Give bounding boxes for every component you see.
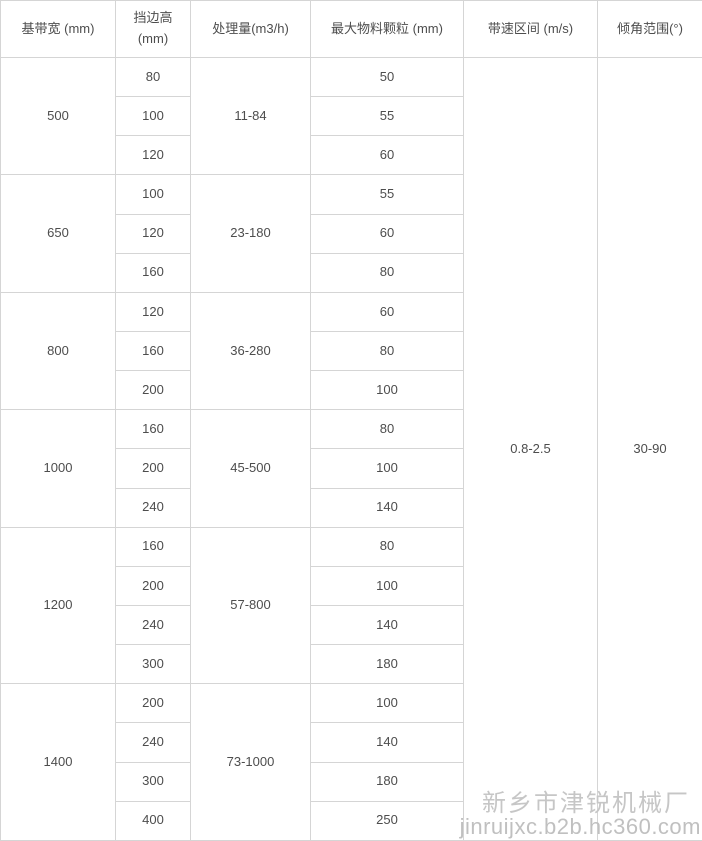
particle-cell: 100 bbox=[310, 683, 464, 724]
header-edge-height: 挡边高 (mm) bbox=[115, 0, 191, 58]
edge-height-cell: 100 bbox=[115, 96, 191, 137]
particle-cell: 60 bbox=[310, 135, 464, 176]
particle-cell: 140 bbox=[310, 487, 464, 528]
belt-width-cell: 650 bbox=[0, 174, 116, 293]
belt-width-cell: 1400 bbox=[0, 683, 116, 841]
table-row: 240 140 bbox=[1, 604, 702, 646]
particle-cell: 80 bbox=[310, 526, 464, 567]
table-row: 500 80 11-84 50 0.8-2.5 30-90 bbox=[0, 56, 702, 841]
edge-height-cell: 160 bbox=[115, 252, 191, 293]
particle-cell: 180 bbox=[310, 761, 464, 802]
header-belt-width: 基带宽 (mm) bbox=[0, 0, 116, 58]
particle-cell: 100 bbox=[310, 565, 464, 606]
table-row: 200 100 bbox=[1, 370, 702, 411]
edge-height-cell: 200 bbox=[115, 683, 191, 724]
edge-height-cell: 160 bbox=[115, 409, 191, 450]
header-max-particle: 最大物料颗粒 (mm) bbox=[310, 0, 464, 58]
edge-height-cell: 160 bbox=[115, 526, 191, 567]
edge-height-cell: 200 bbox=[115, 448, 191, 489]
edge-height-cell: 300 bbox=[115, 644, 191, 685]
table-row: 200 100 bbox=[1, 565, 702, 606]
belt-width-cell: 1000 bbox=[0, 409, 116, 528]
capacity-cell: 11-84 bbox=[190, 56, 311, 176]
table-row: 300 180 bbox=[1, 761, 702, 802]
particle-cell: 80 bbox=[310, 252, 464, 293]
capacity-cell: 36-280 bbox=[190, 291, 311, 411]
particle-cell: 55 bbox=[310, 174, 464, 215]
capacity-cell: 73-1000 bbox=[190, 683, 311, 841]
belt-width-cell: 1200 bbox=[0, 526, 116, 685]
table-row: 800 120 36-280 60 bbox=[0, 291, 702, 411]
table-row: 400 250 bbox=[1, 800, 702, 841]
particle-cell: 80 bbox=[310, 330, 464, 372]
table-row: 300 180 bbox=[1, 644, 702, 685]
edge-height-cell: 160 bbox=[115, 330, 191, 372]
edge-height-cell: 240 bbox=[115, 487, 191, 528]
header-incline-range: 倾角范围(°) bbox=[597, 0, 702, 58]
particle-cell: 80 bbox=[310, 409, 464, 450]
particle-cell: 100 bbox=[310, 448, 464, 489]
particle-cell: 50 bbox=[310, 56, 464, 98]
edge-height-cell: 120 bbox=[115, 135, 191, 176]
particle-cell: 55 bbox=[310, 96, 464, 137]
belt-speed-cell: 0.8-2.5 bbox=[463, 57, 598, 841]
belt-width-cell: 500 bbox=[0, 56, 116, 176]
table-row: 120 60 bbox=[1, 213, 702, 254]
particle-cell: 60 bbox=[310, 213, 464, 254]
table-row: 1400 200 73-1000 100 bbox=[0, 683, 702, 841]
edge-height-cell: 240 bbox=[115, 722, 191, 763]
capacity-cell: 23-180 bbox=[190, 174, 311, 293]
table-row: 1000 160 45-500 80 bbox=[0, 409, 702, 528]
particle-cell: 140 bbox=[310, 604, 464, 646]
header-capacity: 处理量(m3/h) bbox=[190, 0, 311, 58]
capacity-cell: 45-500 bbox=[190, 409, 311, 528]
header-belt-speed: 带速区间 (m/s) bbox=[463, 0, 598, 58]
particle-cell: 250 bbox=[310, 800, 464, 841]
table-row: 200 100 bbox=[1, 448, 702, 489]
particle-cell: 60 bbox=[310, 291, 464, 332]
header-row: 基带宽 (mm) 挡边高 (mm) 处理量(m3/h) 最大物料颗粒 (mm) … bbox=[0, 0, 702, 58]
table-row: 650 100 23-180 55 bbox=[0, 174, 702, 293]
edge-height-cell: 200 bbox=[115, 370, 191, 411]
edge-height-cell: 80 bbox=[115, 56, 191, 98]
edge-height-cell: 240 bbox=[115, 604, 191, 646]
edge-height-cell: 120 bbox=[115, 213, 191, 254]
table-row: 100 55 bbox=[1, 96, 702, 137]
belt-width-cell: 800 bbox=[0, 291, 116, 411]
table-row: 120 60 bbox=[1, 135, 702, 176]
incline-range-cell: 30-90 bbox=[597, 57, 702, 841]
edge-height-cell: 120 bbox=[115, 291, 191, 332]
particle-cell: 140 bbox=[310, 722, 464, 763]
capacity-cell: 57-800 bbox=[190, 526, 311, 685]
edge-height-cell: 100 bbox=[115, 174, 191, 215]
spec-table-header: 基带宽 (mm) 挡边高 (mm) 处理量(m3/h) 最大物料颗粒 (mm) … bbox=[0, 0, 702, 58]
particle-cell: 100 bbox=[310, 370, 464, 411]
table-row: 160 80 bbox=[1, 252, 702, 293]
particle-cell: 180 bbox=[310, 644, 464, 685]
spec-table-body: 500 80 11-84 50 0.8-2.5 30-90 100 55 120 60 650 100… bbox=[0, 56, 702, 841]
table-row: 1200 160 57-800 80 bbox=[0, 526, 702, 685]
edge-height-cell: 400 bbox=[115, 800, 191, 841]
edge-height-cell: 300 bbox=[115, 761, 191, 802]
edge-height-cell: 200 bbox=[115, 565, 191, 606]
